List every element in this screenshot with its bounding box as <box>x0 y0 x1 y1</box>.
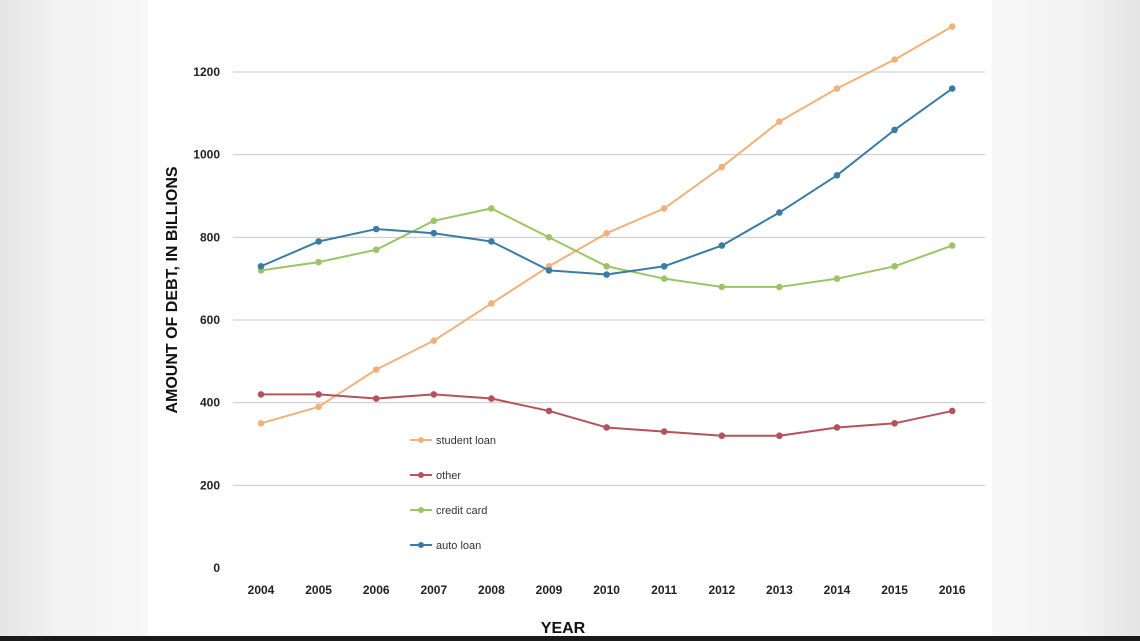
legend-label: auto loan <box>436 540 481 552</box>
x-tick-label: 2014 <box>824 583 851 597</box>
y-tick-labels: 0 200 400 600 800 1000 1200 <box>193 65 220 575</box>
legend-swatch-marker <box>418 437 424 443</box>
legend-swatch-marker <box>418 472 424 478</box>
data-point <box>891 126 898 134</box>
data-point <box>315 391 322 398</box>
x-tick-labels: 2004 2005 2006 2007 2008 2009 2010 2011 2012 2013… <box>248 583 966 597</box>
x-tick-label: 2005 <box>305 583 332 597</box>
series-other <box>257 391 956 440</box>
data-point <box>315 403 322 411</box>
y-tick-label: 1000 <box>193 148 220 162</box>
data-point <box>488 238 495 245</box>
data-point <box>545 267 553 274</box>
legend-item: auto loan <box>410 540 481 552</box>
data-point <box>718 283 726 291</box>
data-point <box>948 85 956 92</box>
data-point <box>488 395 495 402</box>
data-point <box>948 407 956 415</box>
y-tick-label: 0 <box>213 561 220 575</box>
data-point <box>430 337 438 344</box>
legend-item: credit card <box>410 505 487 517</box>
data-point <box>776 283 783 291</box>
series-line <box>260 25 953 425</box>
chart-panel: 0 200 400 600 800 1000 1200 2004 2005 2006 2007 20… <box>148 0 992 641</box>
data-point <box>372 366 380 373</box>
legend: student loan other credit card auto loan <box>410 435 496 552</box>
legend-label: other <box>436 470 461 482</box>
x-tick-label: 2011 <box>651 583 677 597</box>
data-point <box>776 209 783 216</box>
data-point <box>891 262 898 270</box>
data-point <box>718 242 726 249</box>
data-point <box>315 238 322 245</box>
data-point <box>372 225 380 233</box>
legend-swatch-marker <box>418 507 424 513</box>
data-point <box>257 420 265 427</box>
data-point <box>718 163 726 171</box>
data-point <box>660 205 668 212</box>
data-point <box>488 300 495 307</box>
x-tick-label: 2015 <box>881 583 908 597</box>
data-point <box>545 407 553 415</box>
data-point <box>833 424 841 431</box>
data-point <box>603 424 610 431</box>
series-credit-card <box>257 205 956 291</box>
data-point <box>603 262 610 270</box>
series-line <box>260 87 953 276</box>
data-point <box>833 172 841 179</box>
data-point <box>372 246 380 254</box>
y-tick-label: 600 <box>200 313 220 327</box>
series-student-loan <box>257 23 956 427</box>
x-tick-label: 2004 <box>248 583 275 597</box>
data-point <box>833 85 841 92</box>
legend-item: student loan <box>410 435 496 447</box>
data-point <box>660 262 668 270</box>
x-tick-label: 2009 <box>536 583 563 597</box>
x-axis-title: YEAR <box>541 620 586 637</box>
y-tick-label: 1200 <box>193 65 220 79</box>
legend-swatch-marker <box>418 542 424 548</box>
data-point <box>372 395 380 402</box>
data-point <box>718 432 726 440</box>
x-tick-label: 2010 <box>593 583 620 597</box>
data-point <box>545 234 553 241</box>
data-point <box>660 428 668 435</box>
data-point <box>948 242 956 249</box>
x-tick-label: 2007 <box>420 583 447 597</box>
legend-label: credit card <box>436 505 487 517</box>
gridlines <box>233 71 985 486</box>
y-tick-label: 200 <box>200 478 220 492</box>
data-point <box>257 391 265 398</box>
data-point <box>488 205 495 212</box>
data-point <box>257 262 265 270</box>
data-point <box>891 56 898 63</box>
data-point <box>315 258 322 266</box>
data-point <box>660 275 668 282</box>
series-lines <box>257 23 956 440</box>
bottom-border <box>0 636 1140 641</box>
data-point <box>833 275 841 282</box>
data-point <box>776 118 783 125</box>
x-tick-label: 2008 <box>478 583 505 597</box>
data-point <box>430 217 438 225</box>
x-tick-label: 2006 <box>363 583 390 597</box>
data-point <box>948 23 956 30</box>
x-tick-label: 2012 <box>708 583 735 597</box>
data-point <box>603 229 610 237</box>
data-point <box>430 229 438 237</box>
series-auto-loan <box>257 85 956 278</box>
x-tick-label: 2016 <box>939 583 966 597</box>
x-tick-label: 2013 <box>766 583 793 597</box>
data-point <box>776 432 783 440</box>
y-axis-title: AMOUNT OF DEBT, IN BILLIONS <box>164 166 181 413</box>
data-point <box>891 420 898 427</box>
y-tick-label: 400 <box>200 396 220 410</box>
legend-item: other <box>410 470 461 482</box>
data-point <box>603 271 610 278</box>
y-tick-label: 800 <box>200 230 220 244</box>
data-point <box>430 391 438 398</box>
legend-label: student loan <box>436 435 496 447</box>
